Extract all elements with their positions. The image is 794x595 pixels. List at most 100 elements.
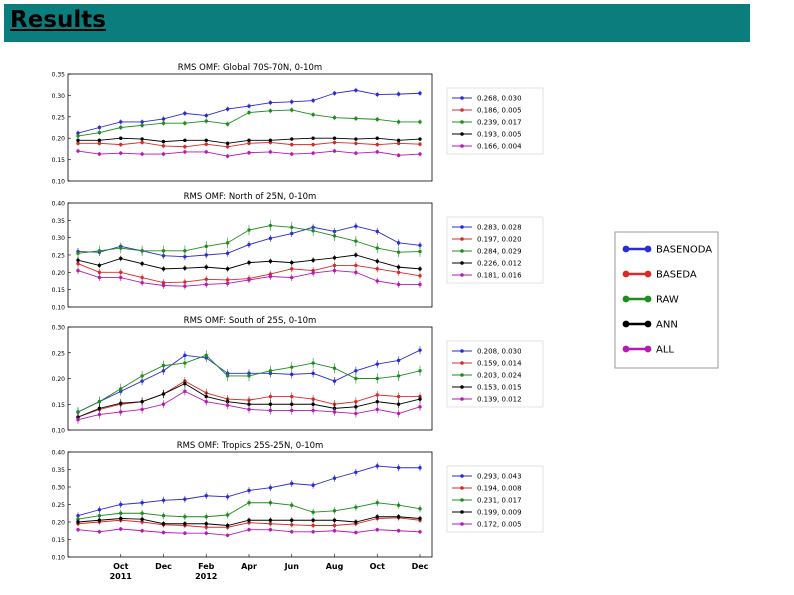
data-point xyxy=(332,91,337,95)
data-point xyxy=(418,243,422,247)
data-point xyxy=(97,249,102,253)
data-point xyxy=(140,137,144,141)
data-point xyxy=(354,88,358,92)
data-point xyxy=(396,394,401,399)
data-point xyxy=(76,138,80,143)
data-point xyxy=(290,372,294,377)
data-point xyxy=(332,509,337,513)
legend-stat-label: 0.181, 0.016 xyxy=(477,272,522,280)
data-point xyxy=(332,234,337,238)
data-point xyxy=(396,153,401,158)
legend-stat-label: 0.159, 0.014 xyxy=(477,360,522,368)
x-tick-label: Apr xyxy=(241,562,257,571)
data-point xyxy=(225,403,230,407)
data-point xyxy=(396,466,401,470)
data-point xyxy=(204,150,208,154)
data-point xyxy=(204,525,208,529)
data-point xyxy=(311,397,315,401)
y-tick-label: 0.15 xyxy=(52,287,66,294)
data-point xyxy=(354,520,358,524)
data-point xyxy=(97,125,102,130)
data-point xyxy=(375,117,379,122)
data-point xyxy=(247,110,251,115)
data-point xyxy=(183,381,187,386)
data-point xyxy=(204,138,208,143)
data-point xyxy=(183,249,187,253)
data-point xyxy=(354,224,358,228)
data-point xyxy=(418,282,422,287)
data-point xyxy=(396,402,401,406)
data-point xyxy=(76,261,80,266)
legend-marker xyxy=(644,270,652,278)
y-tick-label: 0.30 xyxy=(52,485,66,492)
data-point xyxy=(204,399,208,404)
y-tick-label: 0.30 xyxy=(52,235,66,242)
x-tick-label: Aug xyxy=(326,562,344,571)
data-point xyxy=(183,255,187,259)
data-point xyxy=(225,154,230,158)
data-point xyxy=(247,374,251,378)
plot-frame xyxy=(67,202,433,308)
data-point xyxy=(418,516,422,521)
data-point xyxy=(76,268,80,273)
legend-marker xyxy=(622,295,630,303)
data-point xyxy=(225,241,230,245)
data-point xyxy=(418,120,422,124)
data-point xyxy=(183,353,187,358)
data-point xyxy=(247,228,251,232)
data-point xyxy=(290,267,294,271)
data-point xyxy=(76,418,80,422)
data-point xyxy=(311,112,315,117)
data-point xyxy=(247,260,251,265)
data-point xyxy=(290,275,294,280)
data-point xyxy=(225,523,230,528)
data-point xyxy=(311,258,315,262)
data-point xyxy=(396,515,401,519)
data-point xyxy=(290,530,294,534)
series-all xyxy=(76,148,422,159)
y-tick-label: 0.20 xyxy=(52,376,66,383)
legend-stat-label: 0.283, 0.028 xyxy=(477,224,522,232)
data-point xyxy=(76,258,80,262)
data-point xyxy=(97,263,102,268)
data-point xyxy=(140,374,144,378)
legend-marker xyxy=(460,96,464,100)
series-basenoda xyxy=(76,87,422,136)
data-point xyxy=(311,518,315,522)
data-point xyxy=(204,394,208,399)
data-point xyxy=(311,523,315,528)
data-point xyxy=(375,376,379,381)
data-point xyxy=(183,280,187,284)
data-point xyxy=(225,281,230,286)
data-point xyxy=(119,270,123,275)
data-point xyxy=(204,282,208,287)
data-point xyxy=(247,501,251,505)
data-point xyxy=(311,151,315,155)
data-point xyxy=(161,249,166,253)
legend-marker xyxy=(460,361,464,365)
data-point xyxy=(97,508,102,512)
y-tick-label: 0.35 xyxy=(52,218,66,225)
data-point xyxy=(97,141,102,146)
y-tick-label: 0.20 xyxy=(52,520,66,527)
legend-marker xyxy=(460,144,464,148)
legend-marker xyxy=(460,385,464,389)
legend-stat-label: 0.231, 0.017 xyxy=(477,497,522,505)
data-point xyxy=(119,511,123,515)
data-point xyxy=(332,476,337,480)
title-bar: Results xyxy=(4,4,750,42)
data-point xyxy=(311,98,315,103)
data-point xyxy=(247,402,251,406)
data-point xyxy=(375,279,379,283)
data-point xyxy=(204,515,208,519)
data-point xyxy=(268,522,273,526)
data-point xyxy=(183,522,187,526)
y-tick-label: 0.15 xyxy=(52,157,66,164)
data-point xyxy=(119,151,123,155)
data-point xyxy=(140,517,144,521)
data-point xyxy=(311,371,315,376)
data-point xyxy=(268,394,273,399)
legend-marker xyxy=(460,498,464,502)
legend-label: RAW xyxy=(656,295,679,306)
data-point xyxy=(247,488,251,493)
